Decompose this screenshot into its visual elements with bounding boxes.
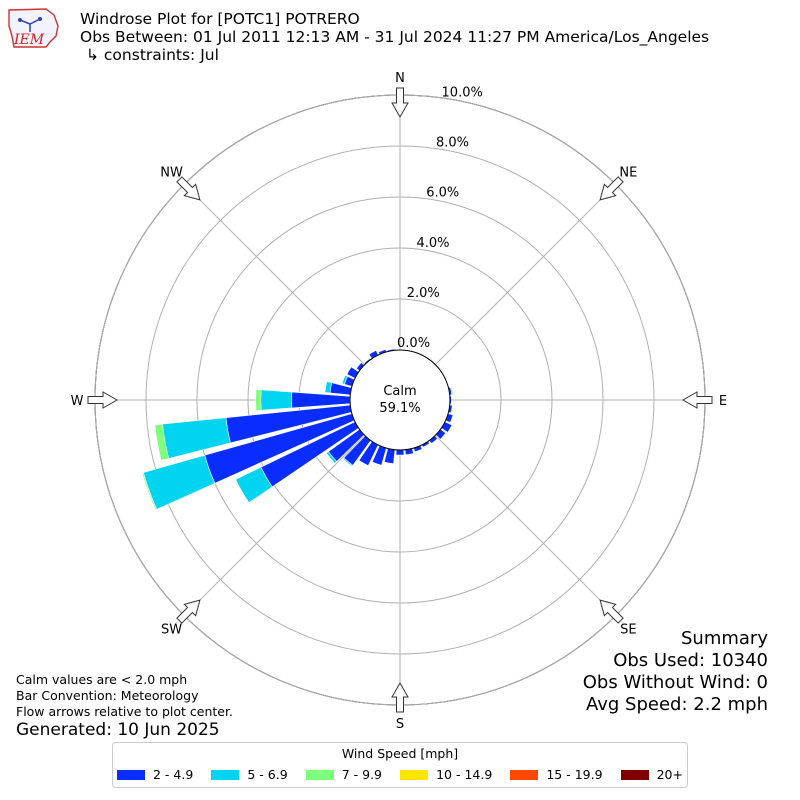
legend-title: Wind Speed [mph]: [341, 746, 459, 761]
windrose-bar: [341, 374, 348, 385]
bar-convention-note: Bar Convention: Meteorology: [16, 688, 199, 703]
flow-arrow-note: Flow arrows relative to plot center.: [16, 704, 233, 719]
windrose-bar: [141, 472, 158, 511]
legend-swatch: [305, 769, 334, 780]
calm-value: 59.1%: [379, 401, 420, 416]
radial-tick-label: 4.0%: [416, 236, 449, 251]
grid-spoke: [183, 183, 365, 365]
windrose-bar: [291, 391, 351, 409]
grid-spoke: [435, 183, 617, 365]
summary-obs-used: Obs Used: 10340: [613, 650, 768, 671]
direction-label: W: [71, 394, 84, 409]
windrose-bar: [324, 381, 333, 394]
radial-tick-label: 2.0%: [407, 286, 440, 301]
windrose-bar: [395, 449, 405, 456]
legend-label: 7 - 9.9: [341, 767, 383, 782]
summary-obs-without-wind: Obs Without Wind: 0: [582, 672, 768, 693]
legend-swatch: [510, 769, 539, 780]
calm-label: Calm: [383, 384, 416, 399]
windrose-bar: [235, 466, 273, 504]
legend-entry: 5 - 6.9: [211, 767, 288, 782]
grid-spoke: [183, 435, 365, 617]
windrose-bar: [445, 378, 450, 387]
generated-date: Generated: 10 Jun 2025: [16, 720, 220, 740]
calm-circle: [349, 349, 451, 451]
windrose-bar: [154, 423, 169, 461]
iem-logo: IEM: [6, 6, 64, 50]
iem-logo-text: IEM: [13, 32, 45, 48]
chart-title: Windrose Plot for [POTC1] POTRERO: [80, 10, 360, 28]
flow-arrow-icon: [391, 87, 409, 119]
windrose-bar: [325, 451, 338, 464]
direction-label: S: [396, 717, 404, 732]
direction-label: SE: [620, 622, 636, 637]
direction-label: N: [395, 71, 405, 86]
legend-entry: 7 - 9.9: [305, 767, 383, 782]
legend-label: 15 - 19.9: [546, 767, 603, 782]
chart-constraints: ↳ constraints: Jul: [86, 46, 219, 64]
legend-label: 2 - 4.9: [153, 767, 194, 782]
legend-label: 10 - 14.9: [436, 767, 493, 782]
direction-label: SW: [161, 622, 182, 637]
legend: Wind Speed [mph] 2 - 4.9 5 - 6.9 7 - 9.9 10…: [112, 742, 688, 788]
windrose-bar: [260, 389, 292, 411]
legend-label: 5 - 6.9: [247, 767, 288, 782]
legend-swatch: [620, 769, 649, 780]
legend-entry: 15 - 19.9: [510, 767, 603, 782]
direction-label: NE: [619, 166, 637, 181]
radial-tick-label: 6.0%: [426, 186, 459, 201]
legend-swatch: [117, 769, 145, 780]
calm-note: Calm values are < 2.0 mph: [16, 672, 188, 687]
summary-heading: Summary: [681, 628, 768, 649]
grid-spoke: [435, 435, 617, 617]
legend-swatch: [400, 769, 429, 780]
legend-swatch: [211, 769, 240, 780]
legend-label: 20+: [656, 767, 683, 782]
legend-entry: 10 - 14.9: [400, 767, 492, 782]
legend-entry: 2 - 4.9: [117, 767, 193, 782]
chart-subtitle: Obs Between: 01 Jul 2011 12:13 AM - 31 J…: [80, 28, 710, 46]
flow-arrow-icon: [599, 599, 624, 624]
windrose-bar: [450, 386, 454, 396]
direction-label: NW: [160, 166, 183, 181]
windrose-bar: [255, 389, 262, 411]
windrose-bar: [342, 457, 354, 467]
radial-tick-label: 8.0%: [436, 136, 469, 151]
flow-arrow-icon: [681, 391, 713, 409]
radial-tick-label: 10.0%: [442, 86, 483, 101]
flow-arrow-icon: [87, 391, 119, 409]
flow-arrow-icon: [599, 176, 624, 201]
summary-avg-speed: Avg Speed: 2.2 mph: [586, 694, 768, 715]
radial-tick-label: 0.0%: [397, 336, 430, 351]
flow-arrow-icon: [176, 176, 201, 201]
direction-label: E: [719, 394, 727, 409]
iem-logo-graphic: IEM: [8, 8, 59, 48]
legend-items: 2 - 4.9 5 - 6.9 7 - 9.9 10 - 14.9 15 - 19.9 2…: [117, 767, 683, 782]
legend-entry: 20+: [620, 767, 683, 782]
flow-arrow-icon: [391, 681, 409, 713]
flow-arrow-icon: [176, 599, 201, 624]
